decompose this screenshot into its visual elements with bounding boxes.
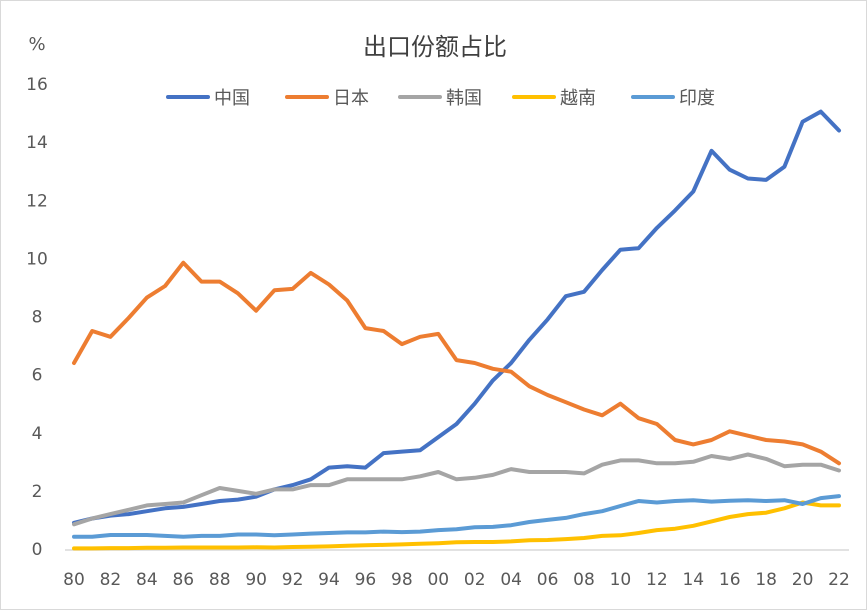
series-line-2 [72,452,841,527]
x-tick-label: 18 [755,570,777,590]
legend-label: 印度 [679,88,715,109]
y-tick-label: 14 [26,133,48,153]
x-tick-label: 98 [391,570,413,590]
series-line-4 [72,494,841,539]
y-tick-label: 10 [26,249,48,269]
x-axis: 80 82 84 86 88 90 92 94 96 98 00 02 04 06 08 10 12 14 16 18… [63,549,850,590]
x-tick-label: 86 [172,570,194,590]
x-tick-label: 80 [63,570,85,590]
legend-label: 越南 [560,88,596,109]
plot-area [72,109,841,551]
legend-label: 日本 [333,88,369,109]
legend-label: 中国 [214,88,250,109]
x-tick-label: 92 [282,570,304,590]
y-axis: 0 2 4 6 8 10 12 14 16 [26,75,48,560]
x-tick-label: 00 [427,570,449,590]
x-tick-label: 12 [646,570,668,590]
x-tick-label: 10 [610,570,632,590]
legend: 中国 日本 韩国 越南 印度 [166,88,715,109]
y-tick-label: 4 [32,424,43,444]
x-tick-label: 22 [828,570,850,590]
x-tick-label: 88 [209,570,231,590]
y-tick-label: 8 [32,308,43,328]
y-axis-unit: % [28,34,45,55]
y-tick-label: 6 [32,366,43,386]
x-tick-label: 04 [500,570,522,590]
series-line-1 [72,260,841,466]
x-tick-label: 14 [682,570,704,590]
chart-title: 出口份额占比 [363,33,507,61]
x-tick-label: 96 [355,570,377,590]
x-tick-label: 20 [792,570,814,590]
series-line-3 [72,500,841,551]
legend-label: 韩国 [446,88,482,109]
x-tick-label: 08 [573,570,595,590]
series-line-0 [72,109,841,525]
y-tick-label: 12 [26,191,48,211]
x-tick-label: 02 [464,570,486,590]
x-tick-label: 84 [136,570,158,590]
x-tick-label: 94 [318,570,340,590]
y-tick-label: 16 [26,75,48,95]
y-tick-label: 2 [32,482,43,502]
x-tick-label: 06 [537,570,559,590]
x-tick-label: 82 [100,570,122,590]
y-tick-label: 0 [32,540,43,560]
x-tick-label: 16 [719,570,741,590]
x-tick-label: 90 [245,570,267,590]
